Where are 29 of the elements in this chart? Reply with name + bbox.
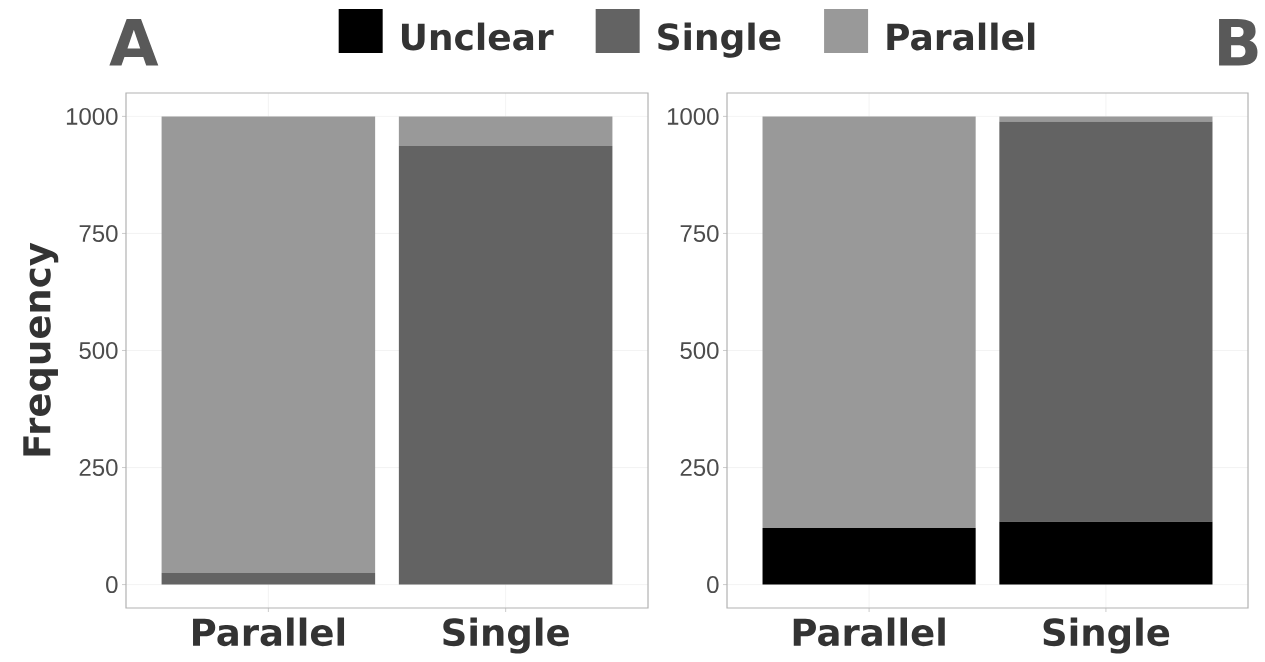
legend-label: Single [658, 22, 781, 58]
legend-label: Unclear [401, 22, 554, 51]
y-tick-label: 250 [79, 459, 118, 477]
bar [999, 116, 1213, 122]
bar [161, 572, 376, 585]
y-tick-label: 500 [79, 341, 118, 359]
bar [161, 116, 376, 573]
y-tick-label: 750 [680, 224, 719, 242]
bar [762, 116, 976, 528]
y-axis-title: Frequency [23, 242, 59, 456]
y-tick-label: 0 [106, 576, 118, 594]
x-tick-label: Parallel [793, 617, 945, 647]
y-tick-label: 1000 [66, 107, 118, 125]
bar [398, 145, 613, 585]
chart-title: B [1219, 18, 1258, 66]
x-tick-label: Single [443, 617, 569, 654]
y-tick-label: 0 [707, 576, 719, 594]
bar [398, 116, 613, 146]
bar [762, 527, 976, 585]
y-tick-label: 500 [680, 341, 719, 359]
chart-title: A [109, 18, 159, 66]
y-tick-label: 750 [79, 224, 118, 242]
bar [999, 121, 1213, 522]
legend-label: Parallel [887, 22, 1035, 51]
bar [999, 521, 1213, 585]
y-tick-label: 1000 [667, 107, 719, 125]
x-tick-label: Single [1043, 617, 1170, 654]
y-tick-label: 250 [680, 459, 719, 477]
x-tick-label: Parallel [193, 617, 345, 647]
